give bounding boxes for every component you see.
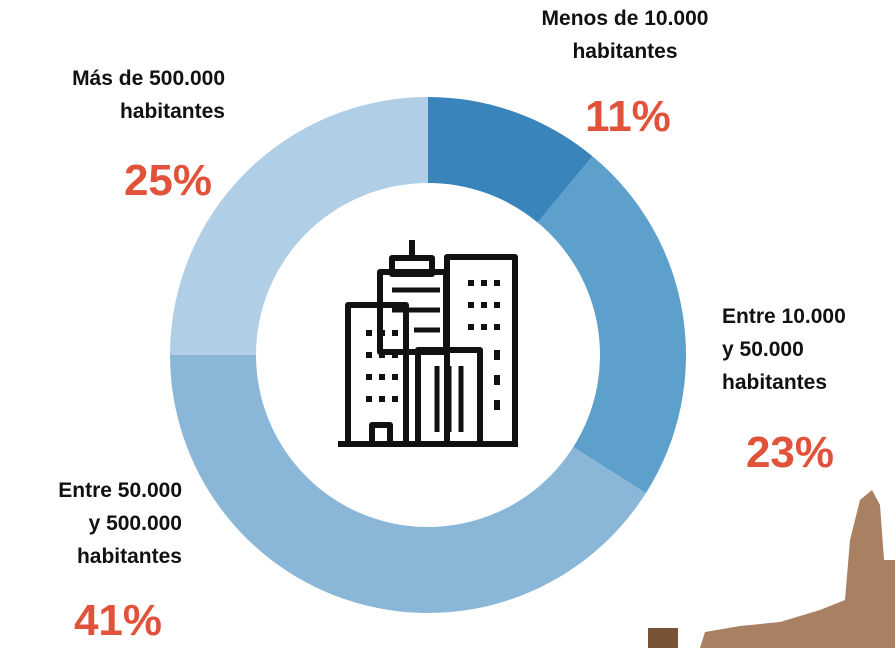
value-label: 41% [48, 596, 188, 646]
value-label: 11% [558, 92, 698, 142]
slice-label: Entre 10.000 y 50.000 habitantes [722, 300, 895, 399]
slice-label: Más de 500.000 habitantes [0, 62, 225, 128]
slice-label: Entre 50.000 y 500.000 habitantes [0, 474, 182, 573]
slice-label: Menos de 10.000 habitantes [470, 2, 780, 68]
page: Menos de 10.000 habitantes 11% Entre 10.00… [0, 0, 895, 648]
value-label: 23% [720, 428, 860, 478]
value-label: 25% [98, 156, 238, 206]
